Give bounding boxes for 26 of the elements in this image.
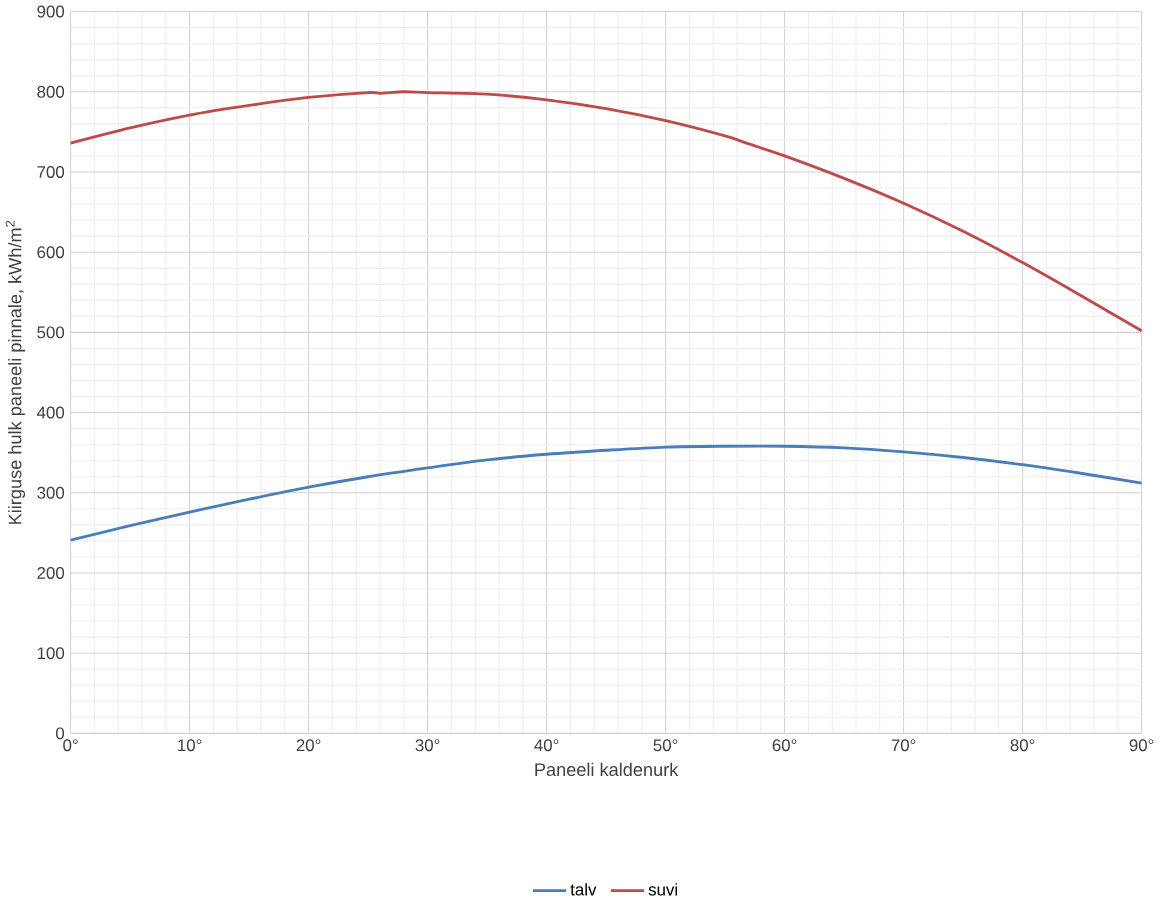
x-tick-label: 60°	[772, 739, 797, 752]
x-tick-label: 90°	[1129, 739, 1154, 752]
x-tick-label: 10°	[178, 739, 202, 752]
line-series	[69, 444, 1144, 542]
x-axis-title: Paneeli kaldenurk	[535, 762, 679, 776]
y-tick-label: 300	[37, 486, 65, 499]
y-tick-label: 700	[37, 165, 65, 178]
x-tick-label: 30°	[415, 739, 440, 752]
legend-label: suvi	[648, 883, 677, 896]
y-tick-label: 600	[37, 246, 65, 259]
x-tick-label: 0°	[63, 739, 78, 752]
x-tick-label: 80°	[1010, 739, 1035, 752]
x-tick-label: 50°	[653, 739, 678, 752]
x-tick-label: 40°	[534, 739, 559, 752]
y-axis-title: Kiirguse hulk paneeli pinnale, kWh/m$^{2}$	[5, 220, 26, 524]
x-tick-label: 20°	[296, 739, 321, 752]
line-series	[69, 90, 1144, 333]
x-tick-label: 70°	[891, 739, 916, 752]
y-tick-label: 100	[37, 647, 65, 660]
y-tick-label: 0	[56, 727, 65, 740]
y-tick-label: 400	[36, 406, 65, 419]
y-tick-label: 500	[37, 326, 65, 339]
legend-label: talv	[570, 883, 597, 896]
y-tick-label: 900	[37, 5, 65, 18]
y-tick-label: 800	[37, 85, 65, 98]
y-tick-label: 200	[37, 566, 65, 579]
